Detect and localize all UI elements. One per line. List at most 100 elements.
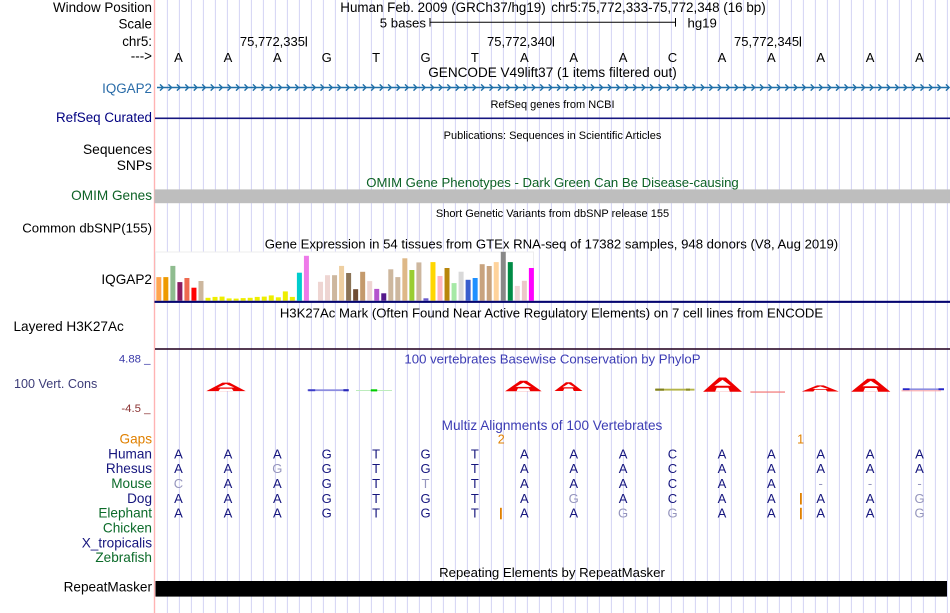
svg-text:A: A (174, 461, 183, 476)
svg-text:Window Position: Window Position (53, 0, 152, 15)
svg-text:75,772,340: 75,772,340 (487, 34, 552, 49)
svg-text:G: G (569, 491, 579, 506)
svg-text:5 bases: 5 bases (380, 16, 427, 31)
svg-text:RefSeq Curated: RefSeq Curated (56, 110, 152, 125)
svg-text:G: G (322, 476, 332, 491)
svg-text:A: A (718, 506, 727, 521)
svg-text:A: A (174, 446, 183, 461)
svg-text:RepeatMasker: RepeatMasker (64, 580, 153, 595)
svg-text:OMIM Genes: OMIM Genes (71, 188, 152, 203)
svg-text:A: A (767, 476, 776, 491)
svg-text:A: A (273, 506, 282, 521)
svg-text:Gene Expression in 54 tissues: Gene Expression in 54 tissues from GTEx … (265, 237, 838, 252)
svg-text:A: A (619, 461, 628, 476)
svg-text:G: G (914, 491, 924, 506)
svg-text:A: A (224, 491, 233, 506)
svg-text:hg19: hg19 (688, 16, 717, 31)
svg-text:Elephant: Elephant (98, 506, 152, 521)
svg-text:Rhesus: Rhesus (106, 461, 152, 476)
svg-text:C: C (174, 476, 183, 491)
svg-text:-4.5 _: -4.5 _ (121, 403, 151, 415)
svg-text:100 Vert. Cons: 100 Vert. Cons (14, 377, 97, 391)
svg-text:A: A (718, 491, 727, 506)
svg-text:T: T (422, 476, 430, 491)
svg-text:A: A (866, 50, 875, 65)
svg-text:G: G (322, 50, 332, 65)
svg-text:A: A (718, 476, 727, 491)
svg-text:A: A (273, 50, 282, 65)
svg-text:A: A (520, 446, 529, 461)
svg-text:G: G (914, 506, 924, 521)
svg-text:A: A (718, 446, 727, 461)
svg-text:GENCODE V49lift37 (1 items fil: GENCODE V49lift37 (1 items filtered out) (428, 65, 676, 80)
svg-text:G: G (322, 491, 332, 506)
svg-text:G: G (322, 461, 332, 476)
svg-text:A: A (816, 50, 825, 65)
svg-text:Multiz Alignments of 100 Verte: Multiz Alignments of 100 Vertebrates (442, 418, 663, 433)
svg-text:A: A (224, 476, 233, 491)
svg-text:Layered H3K27Ac: Layered H3K27Ac (14, 319, 125, 334)
svg-text:T: T (372, 476, 380, 491)
svg-text:A: A (767, 446, 776, 461)
svg-text:-: - (819, 476, 823, 491)
svg-text:G: G (420, 446, 430, 461)
svg-text:A: A (816, 446, 825, 461)
svg-text:A: A (866, 506, 875, 521)
svg-text:75,772,345: 75,772,345 (734, 34, 799, 49)
svg-text:A: A (520, 476, 529, 491)
svg-text:A: A (619, 50, 628, 65)
svg-text:Scale: Scale (119, 17, 153, 32)
svg-text:Sequences: Sequences (83, 142, 152, 157)
svg-text:C: C (668, 50, 677, 65)
svg-text:A: A (520, 461, 529, 476)
svg-text:A: A (767, 461, 776, 476)
svg-text:A: A (224, 446, 233, 461)
svg-text:A: A (619, 476, 628, 491)
svg-text:C: C (668, 491, 677, 506)
svg-text:RefSeq genes from NCBI: RefSeq genes from NCBI (490, 99, 614, 111)
svg-text:A: A (520, 491, 529, 506)
svg-text:Mouse: Mouse (111, 476, 152, 491)
svg-text:H3K27Ac Mark (Often Found Near: H3K27Ac Mark (Often Found Near Active Re… (280, 305, 824, 320)
svg-text:--->: ---> (131, 49, 152, 64)
svg-text:A: A (866, 446, 875, 461)
svg-text:A: A (273, 446, 282, 461)
svg-text:T: T (471, 491, 479, 506)
svg-text:A: A (767, 491, 776, 506)
svg-text:T: T (372, 491, 380, 506)
svg-text:A: A (569, 461, 578, 476)
svg-text:A: A (767, 506, 776, 521)
svg-text:G: G (322, 506, 332, 521)
svg-text:G: G (420, 461, 430, 476)
svg-text:A: A (915, 461, 924, 476)
svg-text:OMIM Gene Phenotypes - Dark Gr: OMIM Gene Phenotypes - Dark Green Can Be… (366, 175, 739, 190)
svg-text:T: T (471, 446, 479, 461)
svg-text:X_tropicalis: X_tropicalis (82, 535, 152, 550)
svg-text:A: A (866, 461, 875, 476)
svg-text:-: - (917, 476, 921, 491)
svg-text:A: A (273, 491, 282, 506)
svg-text:T: T (372, 446, 380, 461)
svg-text:T: T (471, 50, 479, 65)
svg-text:A: A (718, 461, 727, 476)
svg-text:A: A (174, 491, 183, 506)
svg-text:A: A (816, 461, 825, 476)
svg-text:G: G (272, 461, 282, 476)
svg-text:G: G (420, 506, 430, 521)
svg-text:T: T (471, 476, 479, 491)
svg-text:Short Genetic Variants from db: Short Genetic Variants from dbSNP releas… (436, 208, 669, 220)
svg-text:G: G (322, 446, 332, 461)
svg-text:A: A (569, 50, 578, 65)
svg-text:chr5:: chr5: (122, 34, 152, 49)
svg-text:SNPs: SNPs (117, 158, 152, 173)
svg-text:C: C (668, 476, 677, 491)
svg-text:A: A (816, 506, 825, 521)
svg-text:A: A (569, 506, 578, 521)
svg-text:1: 1 (797, 433, 804, 447)
svg-text:A: A (619, 491, 628, 506)
svg-text:Publications: Sequences in Sci: Publications: Sequences in Scientific Ar… (444, 130, 662, 142)
svg-text:75,772,335: 75,772,335 (240, 34, 305, 49)
svg-text:G: G (420, 491, 430, 506)
svg-text:Common dbSNP(155): Common dbSNP(155) (22, 220, 152, 235)
svg-text:IQGAP2: IQGAP2 (101, 272, 152, 287)
